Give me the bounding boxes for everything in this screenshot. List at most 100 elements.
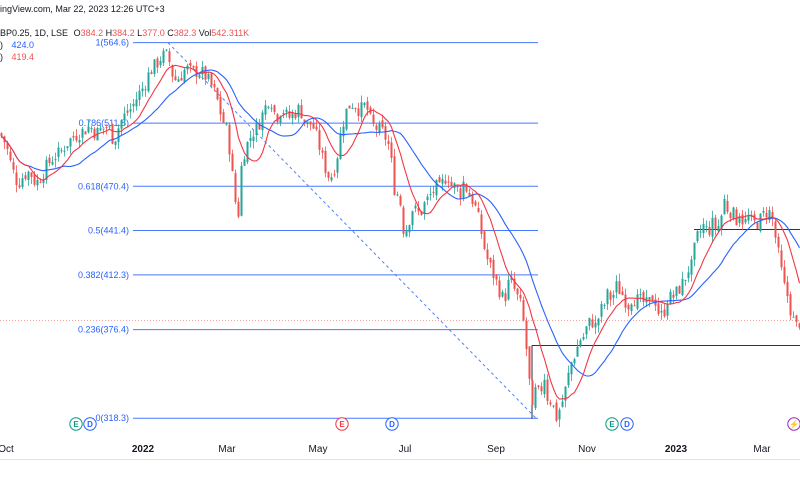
candle-body (286, 110, 288, 112)
candle-body (760, 214, 762, 231)
candle-body (730, 213, 732, 218)
fib-level-label: 0(318.3) (95, 413, 129, 423)
candle-body (1, 133, 3, 136)
candle-body (682, 279, 684, 295)
candle-body (52, 162, 54, 165)
candle-body (226, 124, 228, 125)
candle-body (496, 275, 498, 279)
time-axis-label[interactable]: Oct (0, 444, 14, 455)
candle-body (712, 218, 714, 237)
candle-body (85, 132, 87, 135)
candle-body (31, 173, 33, 177)
time-axis-label[interactable]: May (309, 444, 328, 455)
candle-body (775, 221, 777, 237)
candle-body (634, 305, 636, 306)
candle-body (736, 209, 738, 225)
candle-body (763, 211, 765, 213)
candle-body (94, 129, 96, 138)
candle-body (40, 182, 42, 183)
candle-body (169, 51, 171, 62)
fib-level-label: 0.5(441.4) (88, 225, 129, 235)
candle-body (274, 105, 276, 112)
candle-body (154, 59, 156, 74)
candle-body (445, 181, 447, 184)
candle-body (379, 123, 381, 133)
candle-body (430, 194, 432, 195)
candle-body (544, 380, 546, 394)
candle-body (577, 347, 579, 357)
candle-body (433, 192, 435, 193)
candle-body (517, 289, 519, 295)
candle-body (34, 175, 36, 185)
candle-body (412, 211, 414, 225)
candle-body (685, 280, 687, 281)
candle-body (208, 74, 210, 79)
candle-body (37, 180, 39, 185)
candle-body (526, 321, 528, 349)
candle-body (211, 73, 213, 85)
candle-body (796, 315, 798, 322)
time-axis-label[interactable]: 2023 (665, 444, 688, 455)
time-axis-label[interactable]: Mar (218, 444, 236, 455)
candle-body (193, 66, 195, 68)
header-symbol[interactable]: BP0.25, 1D, LSE (0, 28, 68, 38)
candle-body (409, 225, 411, 232)
header-ohlc-line: BP0.25, 1D, LSE O384.2 H384.2 L377.0 C38… (0, 28, 249, 38)
candle-body (106, 127, 108, 128)
candle-body (160, 61, 162, 65)
candle-body (127, 111, 129, 113)
candle-body (229, 125, 231, 155)
close-value: 382.3 (174, 28, 197, 38)
candle-body (382, 120, 384, 127)
candle-body (262, 112, 264, 130)
time-axis-label[interactable]: Sep (487, 444, 505, 455)
time-axis-label[interactable]: Mar (753, 444, 771, 455)
header-source-line: ingView.com, Mar 22, 2023 12:26 UTC+3 (0, 4, 165, 14)
candle-body (238, 202, 240, 217)
time-axis-label[interactable]: 2022 (132, 444, 155, 455)
candle-body (673, 295, 675, 298)
candle-body (652, 296, 654, 302)
candle-body (139, 91, 141, 100)
candle-body (547, 379, 549, 400)
candle-body (325, 151, 327, 173)
candle-body (112, 124, 114, 144)
candle-body (733, 208, 735, 220)
event-marker-letter: ⚡ (789, 419, 799, 429)
candle-body (166, 50, 168, 51)
candle-body (541, 386, 543, 391)
candle-body (367, 101, 369, 109)
ma-slow-legend[interactable]: ) 424.0 (0, 40, 34, 50)
time-axis-label[interactable]: Nov (578, 444, 596, 455)
candle-body (364, 103, 366, 105)
candle-body (658, 303, 660, 314)
candle-body (58, 148, 60, 157)
candle-body (268, 107, 270, 108)
ma-slow-value: 424.0 (12, 40, 35, 50)
candle-body (310, 121, 312, 124)
event-marker-letter: D (389, 420, 395, 429)
candle-body (301, 105, 303, 118)
candle-body (523, 300, 525, 320)
candle-body (400, 196, 402, 205)
candle-body (184, 70, 186, 82)
candle-body (664, 310, 666, 317)
ma-fast-legend[interactable]: ) 419.4 (0, 52, 34, 62)
candle-body (766, 213, 768, 217)
candle-body (448, 182, 450, 183)
candle-body (415, 206, 417, 209)
candle-body (667, 304, 669, 316)
candle-body (553, 405, 555, 406)
event-marker-letter: D (87, 420, 93, 429)
ma-fast-prefix: ) (0, 52, 3, 62)
candle-body (217, 88, 219, 99)
candle-body (175, 76, 177, 80)
candle-body (352, 108, 354, 109)
candle-body (316, 127, 318, 130)
candle-body (271, 108, 273, 109)
candle-body (574, 359, 576, 363)
candle-body (616, 281, 618, 292)
time-axis-label[interactable]: Jul (399, 444, 412, 455)
